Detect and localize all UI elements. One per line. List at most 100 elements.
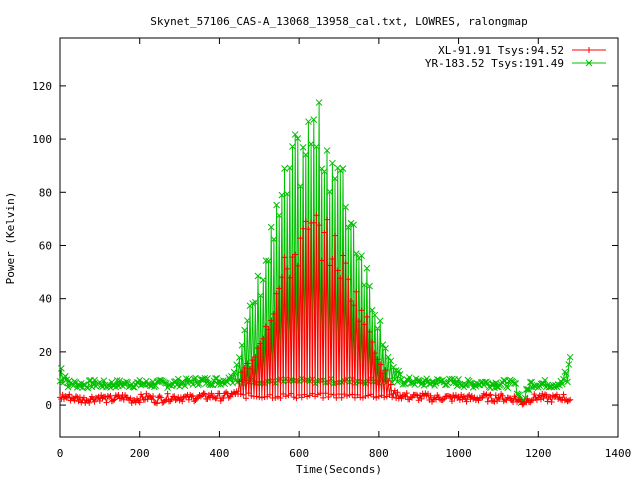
data-point [467, 379, 474, 387]
data-point [156, 393, 163, 400]
data-point [304, 393, 311, 400]
data-point [352, 250, 360, 257]
data-point [387, 381, 394, 388]
data-point [315, 99, 323, 106]
data-point [363, 313, 370, 320]
data-point [136, 399, 143, 406]
data-point [267, 223, 275, 231]
data-point [492, 379, 500, 387]
data-point [282, 393, 289, 400]
data-point [553, 391, 560, 398]
data-point [316, 222, 323, 229]
data-point [463, 398, 470, 405]
data-point [398, 395, 405, 402]
data-point [402, 393, 409, 400]
data-point [369, 338, 376, 345]
data-point [243, 317, 251, 324]
data-point [91, 398, 98, 405]
data-point [564, 378, 571, 386]
data-point [197, 376, 205, 383]
data-point [525, 386, 533, 394]
data-point [362, 393, 369, 400]
data-point [396, 370, 404, 378]
data-point [118, 395, 125, 402]
data-point [289, 143, 296, 150]
data-point [486, 392, 493, 399]
data-point [236, 354, 243, 361]
data-point [400, 380, 408, 387]
data-point [558, 380, 566, 388]
data-point [276, 285, 283, 292]
data-point [337, 275, 344, 282]
data-point [168, 396, 175, 403]
data-point [466, 392, 473, 399]
data-point [245, 390, 252, 397]
data-point [179, 398, 186, 405]
data-point [330, 391, 337, 398]
data-point [294, 135, 302, 142]
data-point [300, 225, 307, 232]
data-point [371, 350, 378, 357]
data-point [488, 380, 496, 388]
data-point [257, 292, 264, 299]
data-point [230, 368, 238, 376]
data-point [317, 390, 324, 397]
data-point [212, 375, 219, 382]
data-point [103, 399, 110, 406]
data-point [297, 182, 304, 190]
data-point [318, 257, 325, 264]
y-tick-label: 120 [32, 80, 52, 93]
data-point [288, 390, 295, 397]
data-point [358, 307, 365, 314]
data-point [524, 395, 531, 402]
data-point [310, 116, 318, 123]
data-point [192, 374, 199, 382]
data-point [471, 394, 478, 401]
data-point [211, 394, 218, 401]
data-point [59, 391, 66, 398]
data-point [225, 394, 232, 401]
data-point [258, 394, 265, 401]
plot-frame [59, 37, 619, 438]
data-point [322, 390, 329, 397]
data-point [393, 394, 400, 401]
data-point [220, 394, 227, 401]
data-point [350, 221, 357, 229]
data-point [268, 317, 275, 324]
data-point [418, 395, 425, 402]
data-point [342, 260, 349, 267]
data-point [366, 282, 373, 290]
data-point [216, 390, 223, 397]
data-point [262, 257, 270, 264]
data-point [347, 298, 354, 305]
data-point [565, 361, 573, 368]
data-point [71, 397, 78, 404]
data-point [382, 345, 389, 352]
data-point [83, 397, 90, 404]
data-point [360, 281, 368, 289]
data-point [246, 365, 253, 372]
data-point [355, 318, 362, 325]
data-point [366, 328, 373, 335]
data-point [524, 385, 532, 393]
data-point [302, 218, 309, 225]
data-point [139, 380, 146, 388]
data-point [266, 391, 273, 398]
data-point [334, 267, 341, 274]
data-point [257, 340, 264, 347]
data-point [259, 276, 267, 284]
data-point [236, 378, 243, 385]
data-point [463, 381, 470, 389]
data-point [478, 395, 485, 402]
data-point [191, 398, 198, 405]
data-point [286, 274, 293, 281]
x-tick-label: 1400 [605, 447, 632, 460]
data-point [560, 391, 567, 398]
data-point [384, 353, 392, 361]
data-point [94, 394, 101, 401]
data-point [283, 190, 291, 198]
data-point [350, 302, 357, 309]
data-point [273, 201, 280, 209]
